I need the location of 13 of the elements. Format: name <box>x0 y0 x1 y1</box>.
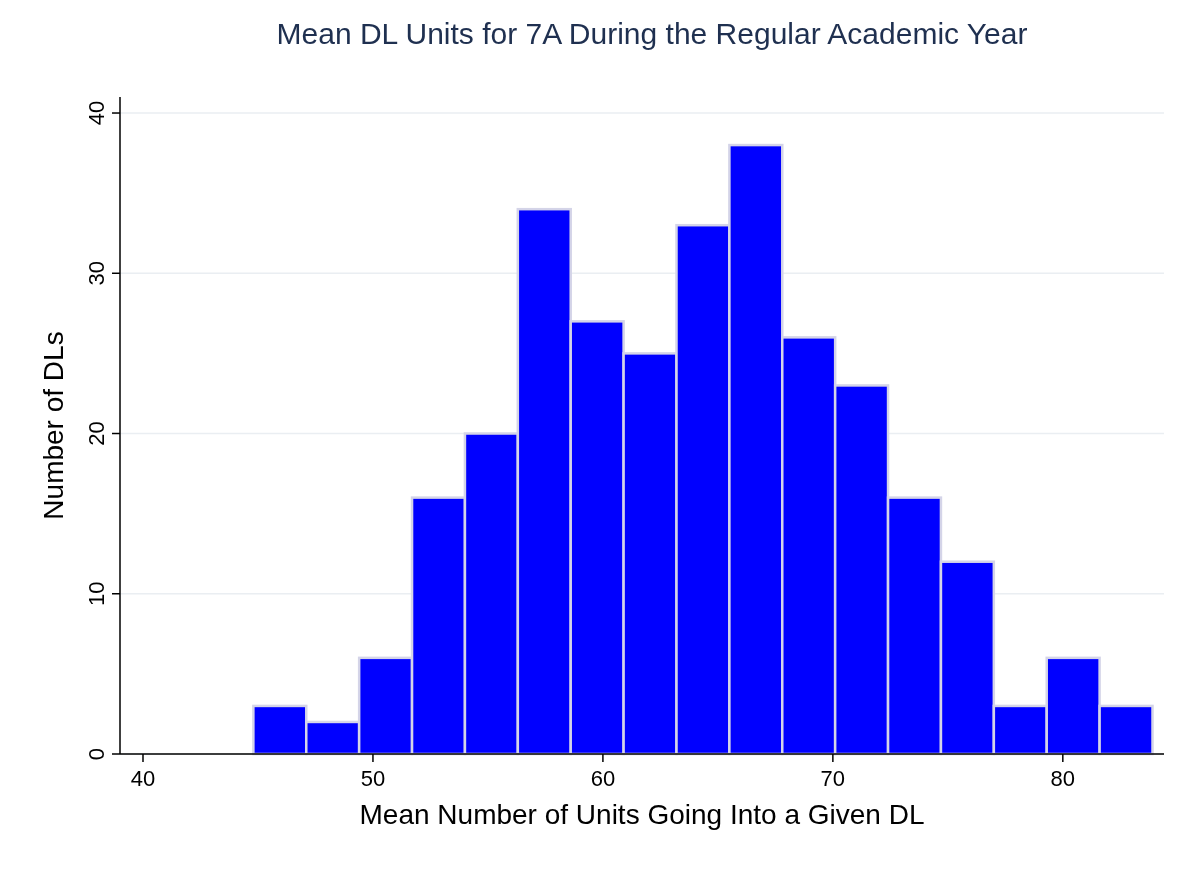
chart-title: Mean DL Units for 7A During the Regular Academic Year <box>276 17 1028 50</box>
y-tick-label: 0 <box>84 747 109 761</box>
x-tick-label: 70 <box>820 766 846 791</box>
y-tick-label: 30 <box>84 261 109 286</box>
x-axis-title: Mean Number of Units Going Into a Given DL <box>359 799 925 830</box>
x-tick-label: 50 <box>360 766 386 791</box>
x-tick-label: 80 <box>1050 766 1076 791</box>
y-tick-label: 10 <box>84 581 109 606</box>
y-axis-title: Number of DLs <box>38 331 69 520</box>
x-tick-label: 60 <box>590 766 616 791</box>
y-tick-label: 20 <box>84 421 109 446</box>
x-tick-label: 40 <box>130 766 156 791</box>
y-tick-label: 40 <box>84 100 109 126</box>
